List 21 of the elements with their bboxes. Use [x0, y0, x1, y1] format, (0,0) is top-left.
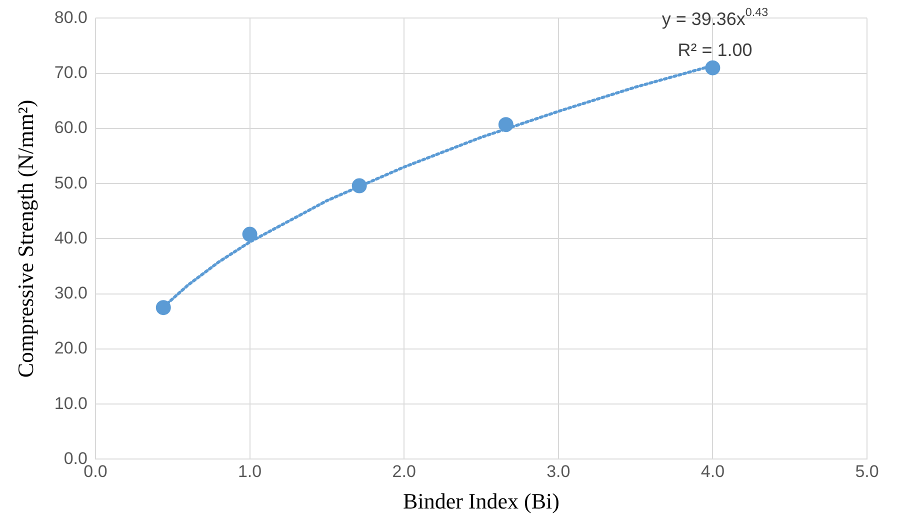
point: [352, 178, 367, 194]
x-tick-label: 3.0: [546, 462, 570, 482]
y-tick-label: 50.0: [54, 173, 88, 192]
y-tick-label: 70.0: [54, 63, 88, 82]
point: [156, 300, 171, 316]
y-tick-label: 60.0: [54, 118, 88, 138]
x-tick-label: 2.0: [392, 462, 416, 482]
y-tick-label: 10.0: [54, 394, 88, 413]
x-tick-label: 4.0: [700, 462, 725, 482]
y-tick-label: 80.0: [54, 8, 88, 27]
x-tick-label: 5.0: [855, 462, 879, 482]
y-axis-title: Compressive Strength (N/mm²): [12, 100, 38, 378]
x-tick-label: 1.0: [238, 462, 262, 482]
point: [242, 226, 258, 242]
y-tick-label: 30.0: [54, 284, 88, 303]
point: [705, 60, 720, 76]
y-tick-label: 20.0: [54, 338, 88, 358]
point: [498, 117, 514, 132]
x-axis-title: Binder Index (Bi): [403, 488, 560, 514]
y-tick-label: 40.0: [54, 228, 88, 248]
annotation: R² = 1.00: [678, 40, 752, 60]
